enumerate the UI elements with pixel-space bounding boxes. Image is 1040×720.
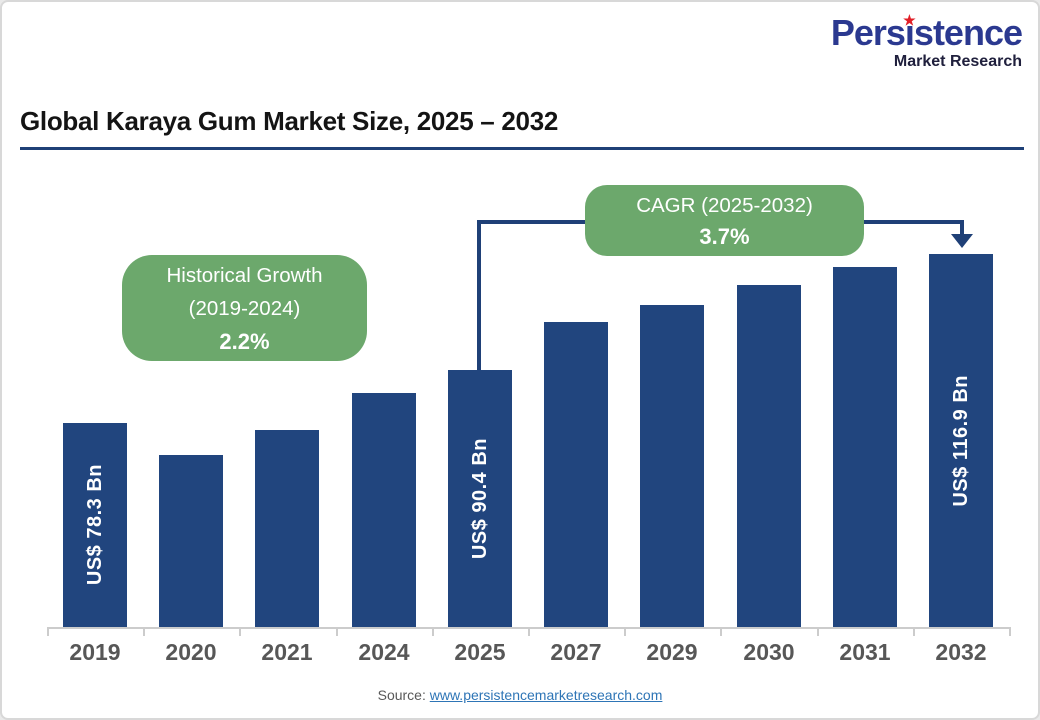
bar-2031 [833,267,897,627]
x-tick-label-2030: 2030 [743,639,795,665]
historical-growth-callout: Historical Growth (2019-2024) 2.2% [122,255,367,361]
bar-2021 [255,430,319,627]
bar-2020 [159,455,223,627]
x-axis-tick [817,627,819,636]
logo-star-icon: ★ [903,12,916,28]
cagr-connector-stem [960,220,964,236]
x-tick-label-2029: 2029 [646,639,698,665]
bar-2032: US$ 116.9 Bn [929,254,993,627]
x-tick-label-2020: 2020 [165,639,217,665]
bar-2025: US$ 90.4 Bn [448,370,512,627]
x-tick-label-2024: 2024 [358,639,410,665]
logo-brand: Persı ★ stence [830,12,1023,53]
x-axis-tick [720,627,722,636]
historical-growth-label: Historical Growth [166,263,323,287]
x-axis-tick [913,627,915,636]
source-link[interactable]: www.persistencemarketresearch.com [429,687,663,703]
page-title: Global Karaya Gum Market Size, 2025 – 20… [20,106,559,136]
bar-2027 [544,322,608,627]
cagr-connector-vertical [477,220,481,370]
cagr-callout: CAGR (2025-2032) 3.7% [585,185,864,256]
cagr-value: 3.7% [699,223,750,249]
source-line: Source: www.persistencemarketresearch.co… [2,687,1038,703]
bar-2029 [640,305,704,627]
x-axis-tick [143,627,145,636]
x-axis-tick [1009,627,1011,636]
x-axis-tick [239,627,241,636]
x-tick-label-2021: 2021 [261,639,313,665]
x-tick-label-2027: 2027 [550,639,602,665]
x-tick-label-2031: 2031 [839,639,891,665]
bar-value-label-2032: US$ 116.9 Bn [949,374,972,507]
x-tick-label-2025: 2025 [454,639,506,665]
bar-2024 [352,393,416,627]
bar-value-label-2025: US$ 90.4 Bn [468,437,491,560]
title-underline [20,147,1024,150]
historical-growth-range: (2019-2024) [188,296,301,320]
x-axis-tick [336,627,338,636]
bar-2019: US$ 78.3 Bn [63,423,127,627]
cagr-arrow-down-icon [951,234,973,248]
bar-value-label-2019: US$ 78.3 Bn [83,464,106,586]
x-tick-label-2032: 2032 [935,639,987,665]
x-axis-tick [528,627,530,636]
x-axis-tick [624,627,626,636]
x-axis-tick [432,627,434,636]
logo: Persı ★ stence Market Research [830,12,1023,70]
x-axis-tick [47,627,49,636]
cagr-label: CAGR (2025-2032) [636,193,813,217]
bar-2030 [737,285,801,627]
logo-subtitle: Market Research [893,52,1022,70]
x-tick-label-2019: 2019 [69,639,121,665]
historical-growth-value: 2.2% [219,328,270,354]
source-label: Source: [377,687,426,703]
